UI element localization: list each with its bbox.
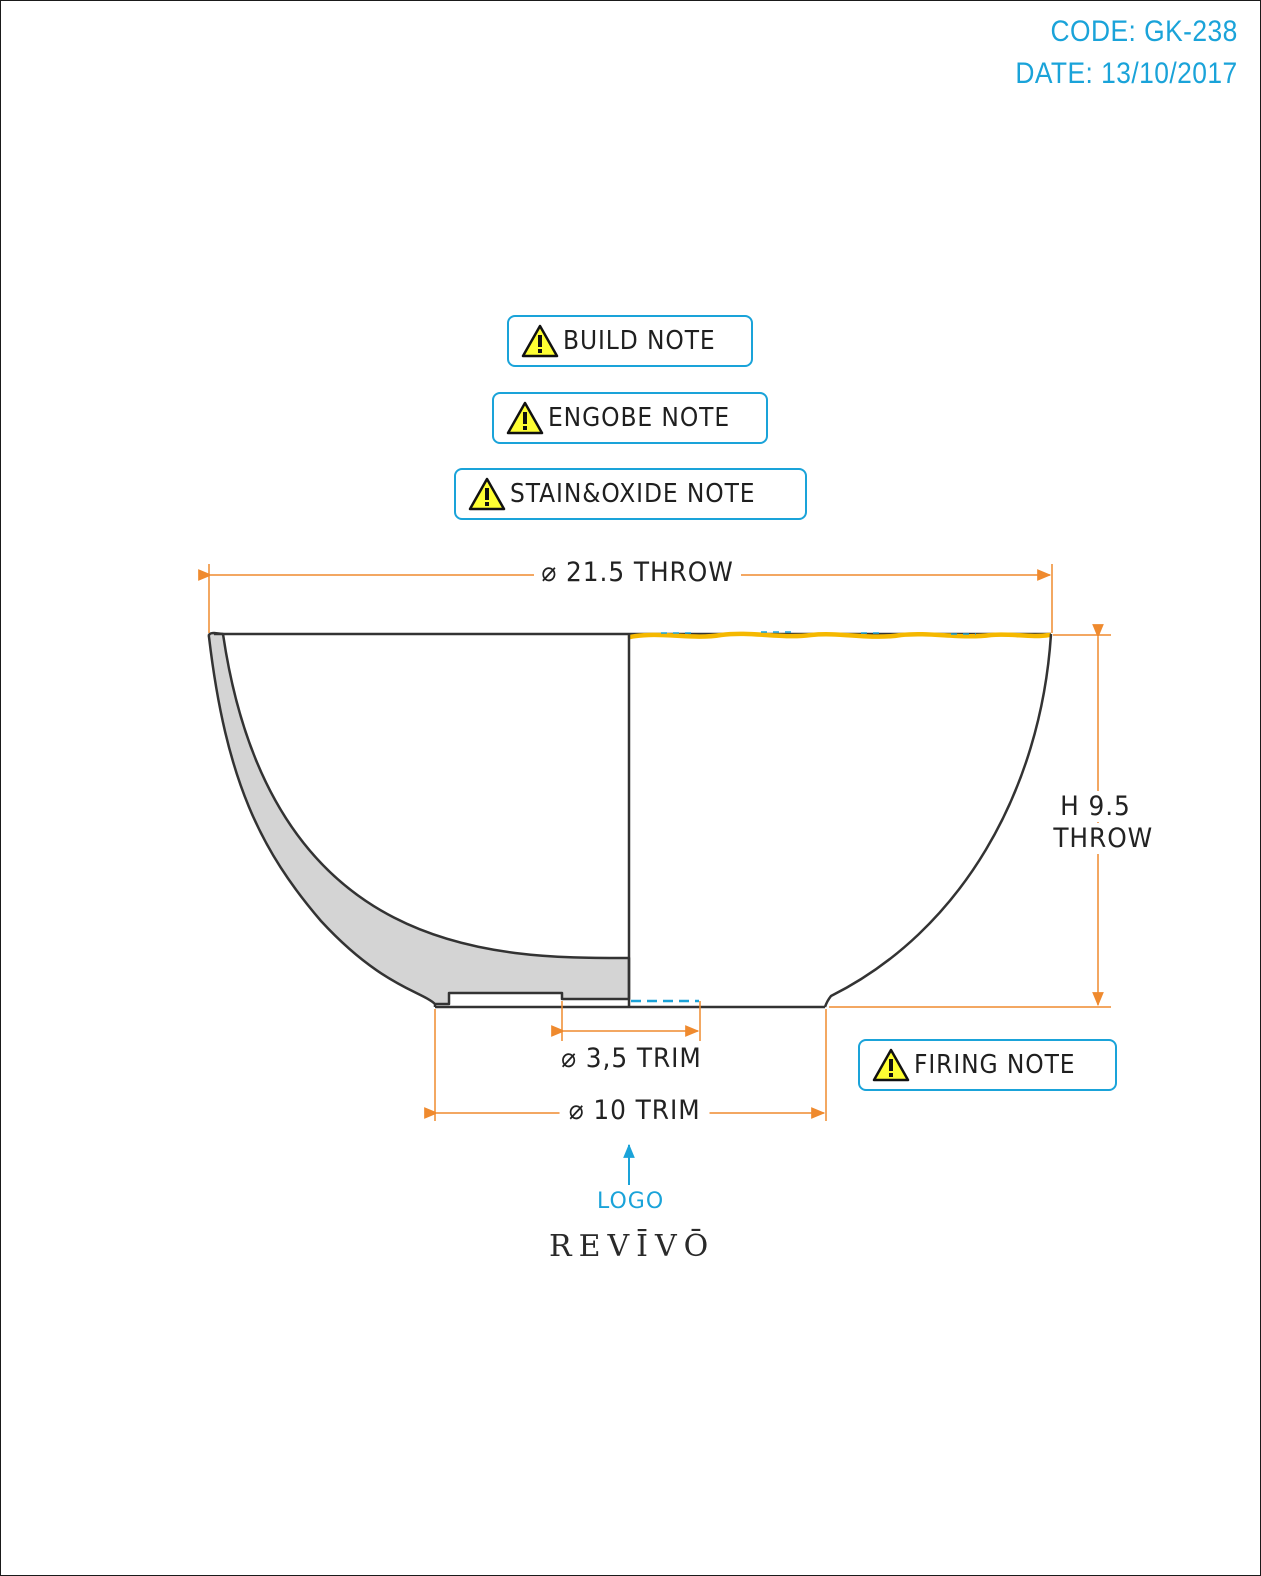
engobe-note-label: ENGOBE NOTE [548, 403, 731, 433]
warning-icon [506, 401, 544, 435]
warning-icon [468, 477, 506, 511]
throw-diameter-label: ⌀ 21.5 THROW [534, 557, 742, 588]
firing-note-label: FIRING NOTE [914, 1050, 1076, 1080]
brand-logo: REVĪVŌ [549, 1229, 716, 1264]
rim-glaze-dash [661, 631, 976, 635]
base-trim-label: ⌀ 10 TRIM [559, 1095, 710, 1126]
drawing-date: DATE: 13/10/2017 [1015, 57, 1238, 90]
stain-oxide-note-button[interactable]: STAIN&OXIDE NOTE [454, 468, 807, 520]
build-note-label: BUILD NOTE [563, 326, 716, 356]
height-label-line1: H 9.5 [1056, 791, 1135, 822]
height-label-line2: THROW [1049, 823, 1157, 854]
logo-caption: LOGO [597, 1189, 665, 1214]
warning-icon [521, 324, 559, 358]
engobe-note-button[interactable]: ENGOBE NOTE [492, 392, 768, 444]
stain-oxide-note-label: STAIN&OXIDE NOTE [510, 479, 756, 509]
warning-icon [872, 1048, 910, 1082]
rim-glaze [627, 631, 1052, 640]
firing-note-button[interactable]: FIRING NOTE [858, 1039, 1117, 1091]
bowl-outer-profile [823, 633, 1053, 1008]
foot-trim-label: ⌀ 3,5 TRIM [557, 1043, 706, 1074]
bowl-section-wall [207, 631, 631, 1006]
product-code: CODE: GK-238 [1050, 15, 1238, 48]
build-note-button[interactable]: BUILD NOTE [507, 315, 753, 367]
